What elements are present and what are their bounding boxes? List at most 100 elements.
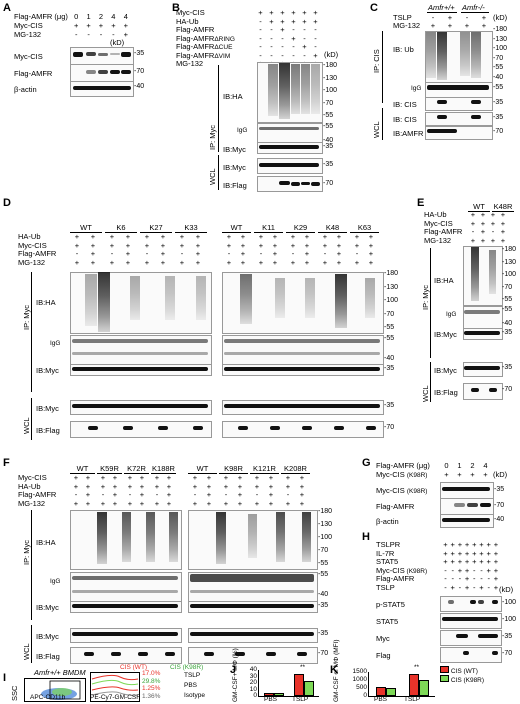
smear	[268, 64, 278, 116]
f-ip-label: IP: Myc	[22, 539, 31, 565]
cell-value: -	[75, 249, 79, 258]
h-blot-label: Flag	[376, 651, 391, 660]
b-row-values: ++++++-+++++--+------+------+------+++++…	[255, 8, 321, 70]
c-blot-label: IB: Ub	[393, 45, 414, 54]
cell-value: +	[127, 473, 133, 482]
band	[204, 652, 214, 656]
band	[464, 366, 500, 370]
smear	[279, 63, 290, 119]
cell-value: +	[443, 557, 448, 566]
band	[110, 53, 120, 55]
e-blot-ha	[463, 246, 503, 306]
h-marker: -35	[502, 633, 513, 640]
c-markers-cis: -35	[493, 98, 520, 110]
cell-value: +	[280, 25, 285, 34]
cell-value: +	[336, 240, 342, 250]
cell-value: +	[192, 473, 198, 482]
cell-value: +	[486, 548, 491, 558]
cell-value: -	[444, 574, 447, 583]
b-markers-myc: -35	[323, 142, 353, 154]
band	[190, 574, 314, 582]
cell-value: -	[110, 249, 114, 258]
cell-value: +	[123, 30, 128, 39]
cell-value: +	[226, 257, 232, 267]
mw-marker: -180	[323, 62, 338, 69]
cell-value: +	[481, 13, 487, 22]
a-marker: -70	[134, 68, 145, 75]
band	[98, 53, 108, 56]
cell-value: +	[479, 557, 484, 566]
cell-value: +	[493, 540, 499, 549]
mw-marker: -70	[318, 650, 329, 657]
band	[259, 163, 319, 167]
cell-value: +	[90, 257, 96, 267]
cell-value: +	[457, 557, 463, 566]
cell-value: -	[259, 42, 262, 51]
d-group: K29	[286, 223, 315, 233]
k-yticks: 0 500 1000 1500	[345, 668, 367, 700]
mw-marker: -100	[502, 271, 517, 278]
cell-value: +	[258, 232, 264, 241]
mw-marker: -100	[384, 297, 399, 304]
cell-value: +	[299, 498, 305, 508]
band	[72, 339, 208, 343]
smear	[471, 247, 479, 301]
band	[302, 426, 312, 430]
cell-value: +	[430, 21, 436, 30]
d-flag-bands	[70, 421, 382, 436]
cell-value: +	[493, 557, 499, 566]
band	[471, 388, 479, 392]
band	[297, 652, 307, 656]
cell-value: +	[268, 490, 274, 499]
f-left-groups: WT K59R K72R K188R	[70, 464, 180, 474]
cell-value: +	[109, 240, 115, 250]
cell-value: +	[240, 240, 246, 250]
h-values: + + + + + + + + + + + + + + + + + + + + + + + + - - + + - - + + - - - + - - - +…	[442, 540, 500, 594]
divider	[31, 625, 32, 663]
band	[437, 115, 447, 119]
d-blot-label: IB:Myc	[36, 366, 59, 375]
b-blot-label: IB:HA	[223, 92, 243, 101]
band	[334, 426, 344, 430]
b-row-label: Flag-AMFRΔRING	[176, 33, 235, 43]
y-tick: 0	[363, 692, 367, 699]
cell-value: +	[450, 582, 455, 592]
cell-value: -	[224, 490, 228, 499]
b-blot-label: IB:Myc	[223, 163, 246, 172]
cell-value: -	[270, 25, 273, 34]
cell-value: +	[86, 21, 91, 30]
d-markers-flag: -70	[384, 423, 414, 435]
cell-value: +	[443, 540, 448, 549]
divider	[382, 31, 383, 103]
f-group: K188R	[151, 464, 176, 474]
cell-value: +	[254, 481, 260, 491]
mw-marker: -130	[502, 258, 517, 266]
g-values: 0 1 2 4 + + + +	[440, 461, 492, 479]
cell-value: +	[258, 257, 264, 267]
cell-value: +	[299, 473, 305, 482]
i-hist-xlabel: PE-Cy7-GM-CSF	[90, 694, 141, 701]
cell-value: +	[240, 232, 246, 241]
c-row-label: TSLP	[393, 13, 412, 22]
cell-value: +	[336, 249, 342, 258]
cell-value: +	[73, 481, 79, 491]
cell-value: +	[192, 498, 198, 508]
g-blot-label: β-actin	[376, 517, 399, 526]
cell-value: -	[491, 227, 495, 236]
i-title: Amfr+/+ BMDM	[34, 668, 86, 677]
cell-value: -	[431, 13, 435, 22]
cell-value: -	[259, 33, 262, 43]
d-markers-myc: -35	[384, 364, 414, 376]
d-group: K33	[175, 223, 207, 233]
cell-value: +	[112, 481, 118, 491]
mw-marker: -35	[502, 364, 513, 371]
b-blot-label: IB:Myc	[223, 145, 246, 154]
band	[470, 600, 476, 604]
cell-value: +	[285, 473, 291, 482]
d-blot-ha-left	[70, 272, 212, 334]
cell-value: -	[286, 490, 290, 499]
j-yticks: 0 10 20 30 40	[244, 666, 257, 700]
cell-value: -	[292, 25, 295, 34]
cell-value: -	[74, 30, 78, 39]
divider	[430, 248, 431, 358]
